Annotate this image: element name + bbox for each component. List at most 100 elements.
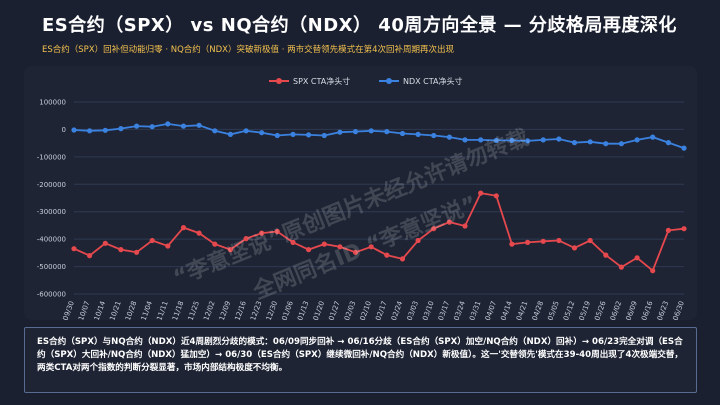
- data-point: [180, 225, 187, 231]
- x-tick-label: 10/21: [108, 300, 122, 320]
- y-tick-label: -400000: [37, 236, 66, 244]
- data-point: [306, 132, 312, 138]
- x-tick-label: 04/07: [484, 300, 498, 320]
- data-point: [165, 243, 171, 249]
- data-point: [587, 139, 593, 145]
- x-tick-label: 12/02: [202, 300, 216, 320]
- data-point: [634, 255, 640, 261]
- data-point: [243, 128, 249, 134]
- x-tick-label: 04/21: [515, 300, 529, 320]
- data-point: [462, 137, 468, 143]
- y-tick-label: 0: [62, 126, 66, 134]
- x-tick-label: 06/02: [609, 300, 623, 320]
- data-point: [243, 236, 249, 242]
- data-point: [227, 131, 233, 137]
- data-point: [212, 128, 218, 134]
- data-point: [431, 226, 437, 232]
- data-point: [212, 241, 218, 247]
- data-point: [650, 268, 656, 274]
- data-point: [509, 137, 515, 143]
- data-point: [384, 129, 390, 135]
- data-point: [118, 126, 124, 132]
- data-point: [384, 252, 390, 258]
- data-point: [71, 246, 77, 252]
- data-point: [665, 140, 672, 146]
- x-tick-label: 02/10: [359, 300, 373, 320]
- data-point: [102, 240, 108, 246]
- x-tick-label: 01/27: [327, 300, 341, 320]
- data-point: [196, 230, 202, 236]
- data-point: [196, 122, 202, 128]
- data-point: [415, 237, 421, 244]
- y-tick-label: 100000: [39, 99, 66, 107]
- x-tick-label: 12/23: [249, 300, 263, 320]
- x-tick-label: 05/12: [562, 300, 576, 320]
- legend-marker: [386, 78, 392, 84]
- data-point: [587, 237, 593, 244]
- data-point: [634, 137, 640, 143]
- data-point: [321, 132, 327, 139]
- x-tick-label: 03/10: [421, 300, 435, 320]
- legend-marker: [276, 78, 282, 84]
- y-tick-label: -500000: [37, 263, 66, 271]
- data-point: [321, 241, 327, 247]
- x-tick-label: 06/16: [640, 299, 655, 320]
- x-tick-label: 12/16: [234, 299, 249, 320]
- data-point: [493, 193, 499, 199]
- data-point: [149, 237, 155, 244]
- x-tick-label: 11/25: [187, 300, 201, 320]
- data-point: [618, 141, 625, 147]
- y-tick-label: -300000: [37, 208, 66, 216]
- legend-label[interactable]: NDX CTA净头寸: [403, 76, 463, 86]
- data-point: [118, 247, 124, 253]
- x-tick-label: 06/23: [656, 300, 670, 320]
- x-tick-label: 01/20: [312, 300, 326, 320]
- data-point: [509, 241, 515, 247]
- y-tick-label: -200000: [37, 181, 66, 189]
- data-point: [87, 128, 93, 134]
- data-point: [259, 130, 265, 136]
- data-point: [650, 134, 656, 140]
- x-tick-label: 05/19: [578, 300, 592, 320]
- data-point: [462, 223, 468, 229]
- x-tick-label: 10/07: [77, 300, 91, 320]
- data-point: [290, 239, 296, 245]
- y-tick-label: -100000: [37, 153, 66, 161]
- data-point: [337, 129, 343, 135]
- x-tick-label: 03/03: [406, 300, 420, 320]
- analysis-note-text: ES合约（SPX）与NQ合约（NDX）近4周剧烈分歧的模式：06/09同步回补 …: [37, 337, 684, 373]
- page-title: ES合约（SPX） vs NQ合约（NDX） 40周方向全景 — 分歧格局再度深…: [42, 15, 677, 36]
- data-point: [71, 127, 77, 133]
- data-point: [618, 264, 625, 270]
- x-tick-label: 11/18: [171, 300, 185, 320]
- x-tick-label: 04/28: [531, 300, 545, 320]
- x-tick-label: 01/06: [280, 299, 295, 320]
- x-tick-label: 06/30: [671, 300, 685, 320]
- data-point: [274, 228, 280, 235]
- x-tick-label: 02/03: [343, 300, 357, 320]
- x-tick-label: 12/09: [218, 300, 232, 320]
- x-tick-label: 03/24: [452, 299, 467, 320]
- data-point: [603, 252, 609, 258]
- data-point: [540, 238, 546, 244]
- x-tick-label: 10/28: [124, 300, 138, 320]
- data-point: [493, 137, 499, 143]
- x-tick-label: 05/05: [546, 300, 560, 320]
- x-tick-label: 11/11: [155, 300, 169, 320]
- chart-panel: 100000 0 -100000 -200000 -300000 -400000 -5000…: [24, 66, 697, 320]
- data-point: [431, 132, 437, 139]
- data-point: [446, 219, 452, 225]
- data-point: [337, 244, 343, 250]
- x-tick-label: 02/24: [390, 299, 405, 320]
- x-tick-label: 02/17: [374, 300, 388, 320]
- data-point: [180, 123, 187, 129]
- x-tick-label: 03/17: [437, 300, 451, 320]
- y-tick-label: -600000: [37, 291, 66, 299]
- data-point: [368, 128, 374, 134]
- data-point: [165, 121, 171, 127]
- x-tick-label: 03/31: [468, 300, 482, 320]
- data-point: [352, 129, 359, 135]
- x-tick-label: 06/09: [625, 300, 639, 320]
- legend-label[interactable]: SPX CTA净头寸: [293, 76, 350, 86]
- data-point: [415, 131, 421, 137]
